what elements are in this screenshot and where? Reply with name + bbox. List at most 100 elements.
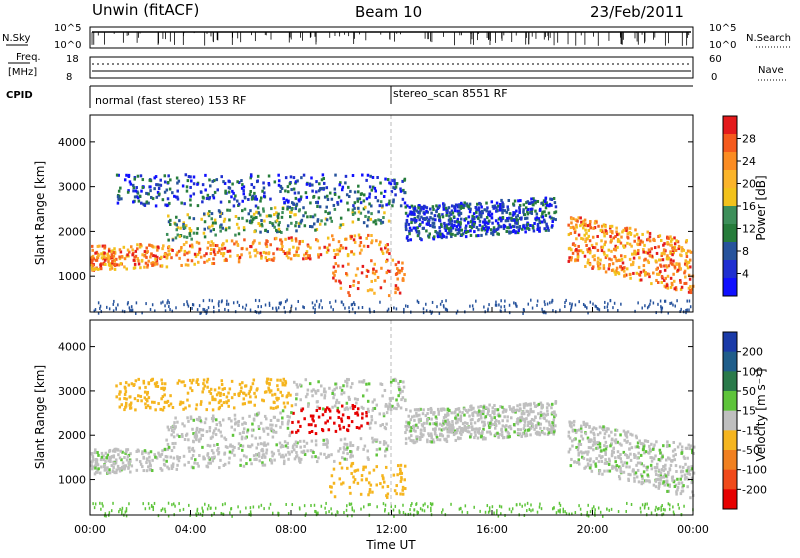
heatmap-cell <box>667 237 670 240</box>
heatmap-cell <box>200 256 203 259</box>
heatmap-cell <box>94 451 97 454</box>
heatmap-cell <box>401 267 404 270</box>
heatmap-cell <box>659 452 662 455</box>
heatmap-cell <box>633 257 636 260</box>
heatmap-cell <box>434 214 437 217</box>
heatmap-cell <box>234 194 237 197</box>
heatmap-cell <box>506 205 509 208</box>
heatmap-cell <box>272 512 274 515</box>
heatmap-cell <box>239 383 242 386</box>
heatmap-cell <box>347 263 350 266</box>
heatmap-cell <box>219 421 222 424</box>
heatmap-cell <box>178 180 181 183</box>
heatmap-cell <box>483 208 486 211</box>
heatmap-cell <box>649 255 652 258</box>
heatmap-cell <box>347 208 350 211</box>
heatmap-cell <box>315 180 318 183</box>
heatmap-cell <box>293 213 296 216</box>
freq-frame <box>90 57 693 78</box>
heatmap-cell <box>134 263 137 266</box>
heatmap-cell <box>404 487 407 490</box>
heatmap-cell <box>351 503 353 506</box>
heatmap-cell <box>633 235 636 238</box>
heatmap-cell <box>226 395 229 398</box>
heatmap-cell <box>229 187 232 190</box>
heatmap-cell <box>122 465 125 468</box>
heatmap-cell <box>672 454 675 457</box>
heatmap-cell <box>218 401 221 404</box>
heatmap-cell <box>350 235 353 238</box>
heatmap-cell <box>540 411 543 414</box>
heatmap-cell <box>315 201 318 204</box>
heatmap-cell <box>527 502 529 505</box>
heatmap-cell <box>646 468 649 471</box>
heatmap-cell <box>278 224 281 227</box>
heatmap-cell <box>524 230 527 233</box>
heatmap-cell <box>289 182 292 185</box>
heatmap-cell <box>437 413 440 416</box>
heatmap-cell <box>303 440 306 443</box>
heatmap-cell <box>184 438 187 441</box>
heatmap-cell <box>459 221 462 224</box>
heatmap-cell <box>465 235 468 238</box>
heatmap-cell <box>326 186 329 189</box>
heatmap-cell <box>304 224 307 227</box>
heatmap-cell <box>127 191 130 194</box>
heatmap-cell <box>212 221 215 224</box>
heatmap-cell <box>613 447 616 450</box>
heatmap-cell <box>341 466 344 469</box>
heatmap-cell <box>649 235 652 238</box>
heatmap-cell <box>603 243 606 246</box>
heatmap-cell <box>279 412 282 415</box>
heatmap-cell <box>418 421 421 424</box>
heatmap-cell <box>276 405 279 408</box>
heatmap-cell <box>529 224 532 227</box>
heatmap-cell <box>314 229 317 232</box>
heatmap-cell <box>288 434 291 437</box>
heatmap-cell <box>253 454 256 457</box>
heatmap-cell <box>205 252 208 255</box>
heatmap-cell <box>115 395 118 398</box>
heatmap-cell <box>401 390 404 393</box>
heatmap-cell <box>509 425 512 428</box>
heatmap-cell <box>548 428 551 431</box>
heatmap-cell <box>315 432 318 435</box>
heatmap-cell <box>554 402 557 405</box>
heatmap-cell <box>196 183 199 186</box>
heatmap-cell <box>410 418 413 421</box>
heatmap-cell <box>270 503 272 506</box>
cpid-segment-2: stereo_scan 8551 RF <box>393 87 508 100</box>
heatmap-cell <box>324 410 327 413</box>
heatmap-cell <box>376 448 379 451</box>
heatmap-cell <box>315 190 318 193</box>
heatmap-cell <box>643 244 646 247</box>
heatmap-cell <box>259 436 262 439</box>
heatmap-cell <box>132 200 135 203</box>
heatmap-cell <box>125 174 128 177</box>
heatmap-cell <box>418 232 421 235</box>
heatmap-cell <box>353 207 356 210</box>
heatmap-cell <box>425 229 428 232</box>
heatmap-cell <box>636 445 639 448</box>
heatmap-cell <box>413 227 416 230</box>
heatmap-cell <box>317 389 320 392</box>
heatmap-cell <box>320 253 323 256</box>
heatmap-cell <box>475 428 478 431</box>
heatmap-cell <box>246 304 248 307</box>
heatmap-cell <box>380 192 383 195</box>
heatmap-cell <box>311 190 314 193</box>
heatmap-cell <box>684 473 687 476</box>
heatmap-cell <box>334 495 337 498</box>
heatmap-cell <box>658 458 661 461</box>
heatmap-cell <box>523 308 525 311</box>
heatmap-cell <box>101 456 104 459</box>
heatmap-cell <box>187 259 190 262</box>
heatmap-cell <box>223 220 226 223</box>
heatmap-cell <box>438 213 441 216</box>
heatmap-cell <box>570 458 573 461</box>
heatmap-cell <box>187 179 190 182</box>
heatmap-cell <box>237 301 239 304</box>
heatmap-cell <box>109 264 112 267</box>
heatmap-cell <box>367 289 370 292</box>
heatmap-cell <box>218 209 221 212</box>
